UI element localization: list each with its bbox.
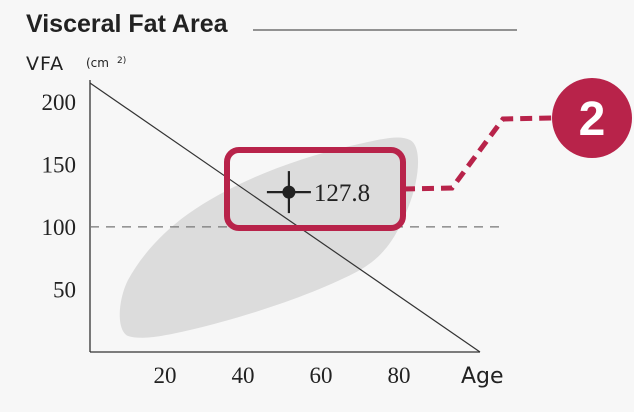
y-tick-50: 50 (53, 277, 76, 302)
y-tick-100: 100 (42, 215, 77, 240)
y-tick-150: 150 (42, 152, 77, 177)
data-point-dot (282, 185, 296, 199)
x-tick-60: 60 (310, 363, 333, 388)
y-axis-unit: (cm (86, 56, 109, 70)
x-tick-40: 40 (232, 363, 255, 388)
callout-badge (552, 78, 632, 158)
data-point-label: 127.8 (314, 180, 370, 207)
y-tick-labels: 50 100 150 200 (42, 90, 77, 303)
normal-range-region (119, 137, 419, 338)
callout-connector (402, 115, 553, 192)
x-tick-20: 20 (154, 363, 177, 388)
y-tick-200: 200 (42, 90, 77, 115)
x-tick-labels: 20 40 60 80 (154, 363, 411, 388)
x-axis-title: Age (461, 364, 504, 389)
chart-title: Visceral Fat Area (26, 10, 229, 38)
y-axis-title: VFA (26, 53, 64, 75)
callout-number: 2 (579, 93, 606, 146)
data-point (266, 171, 311, 214)
diagonal-line (89, 82, 481, 353)
x-tick-80: 80 (388, 363, 411, 388)
y-axis-unit-sup: 2) (117, 56, 126, 66)
